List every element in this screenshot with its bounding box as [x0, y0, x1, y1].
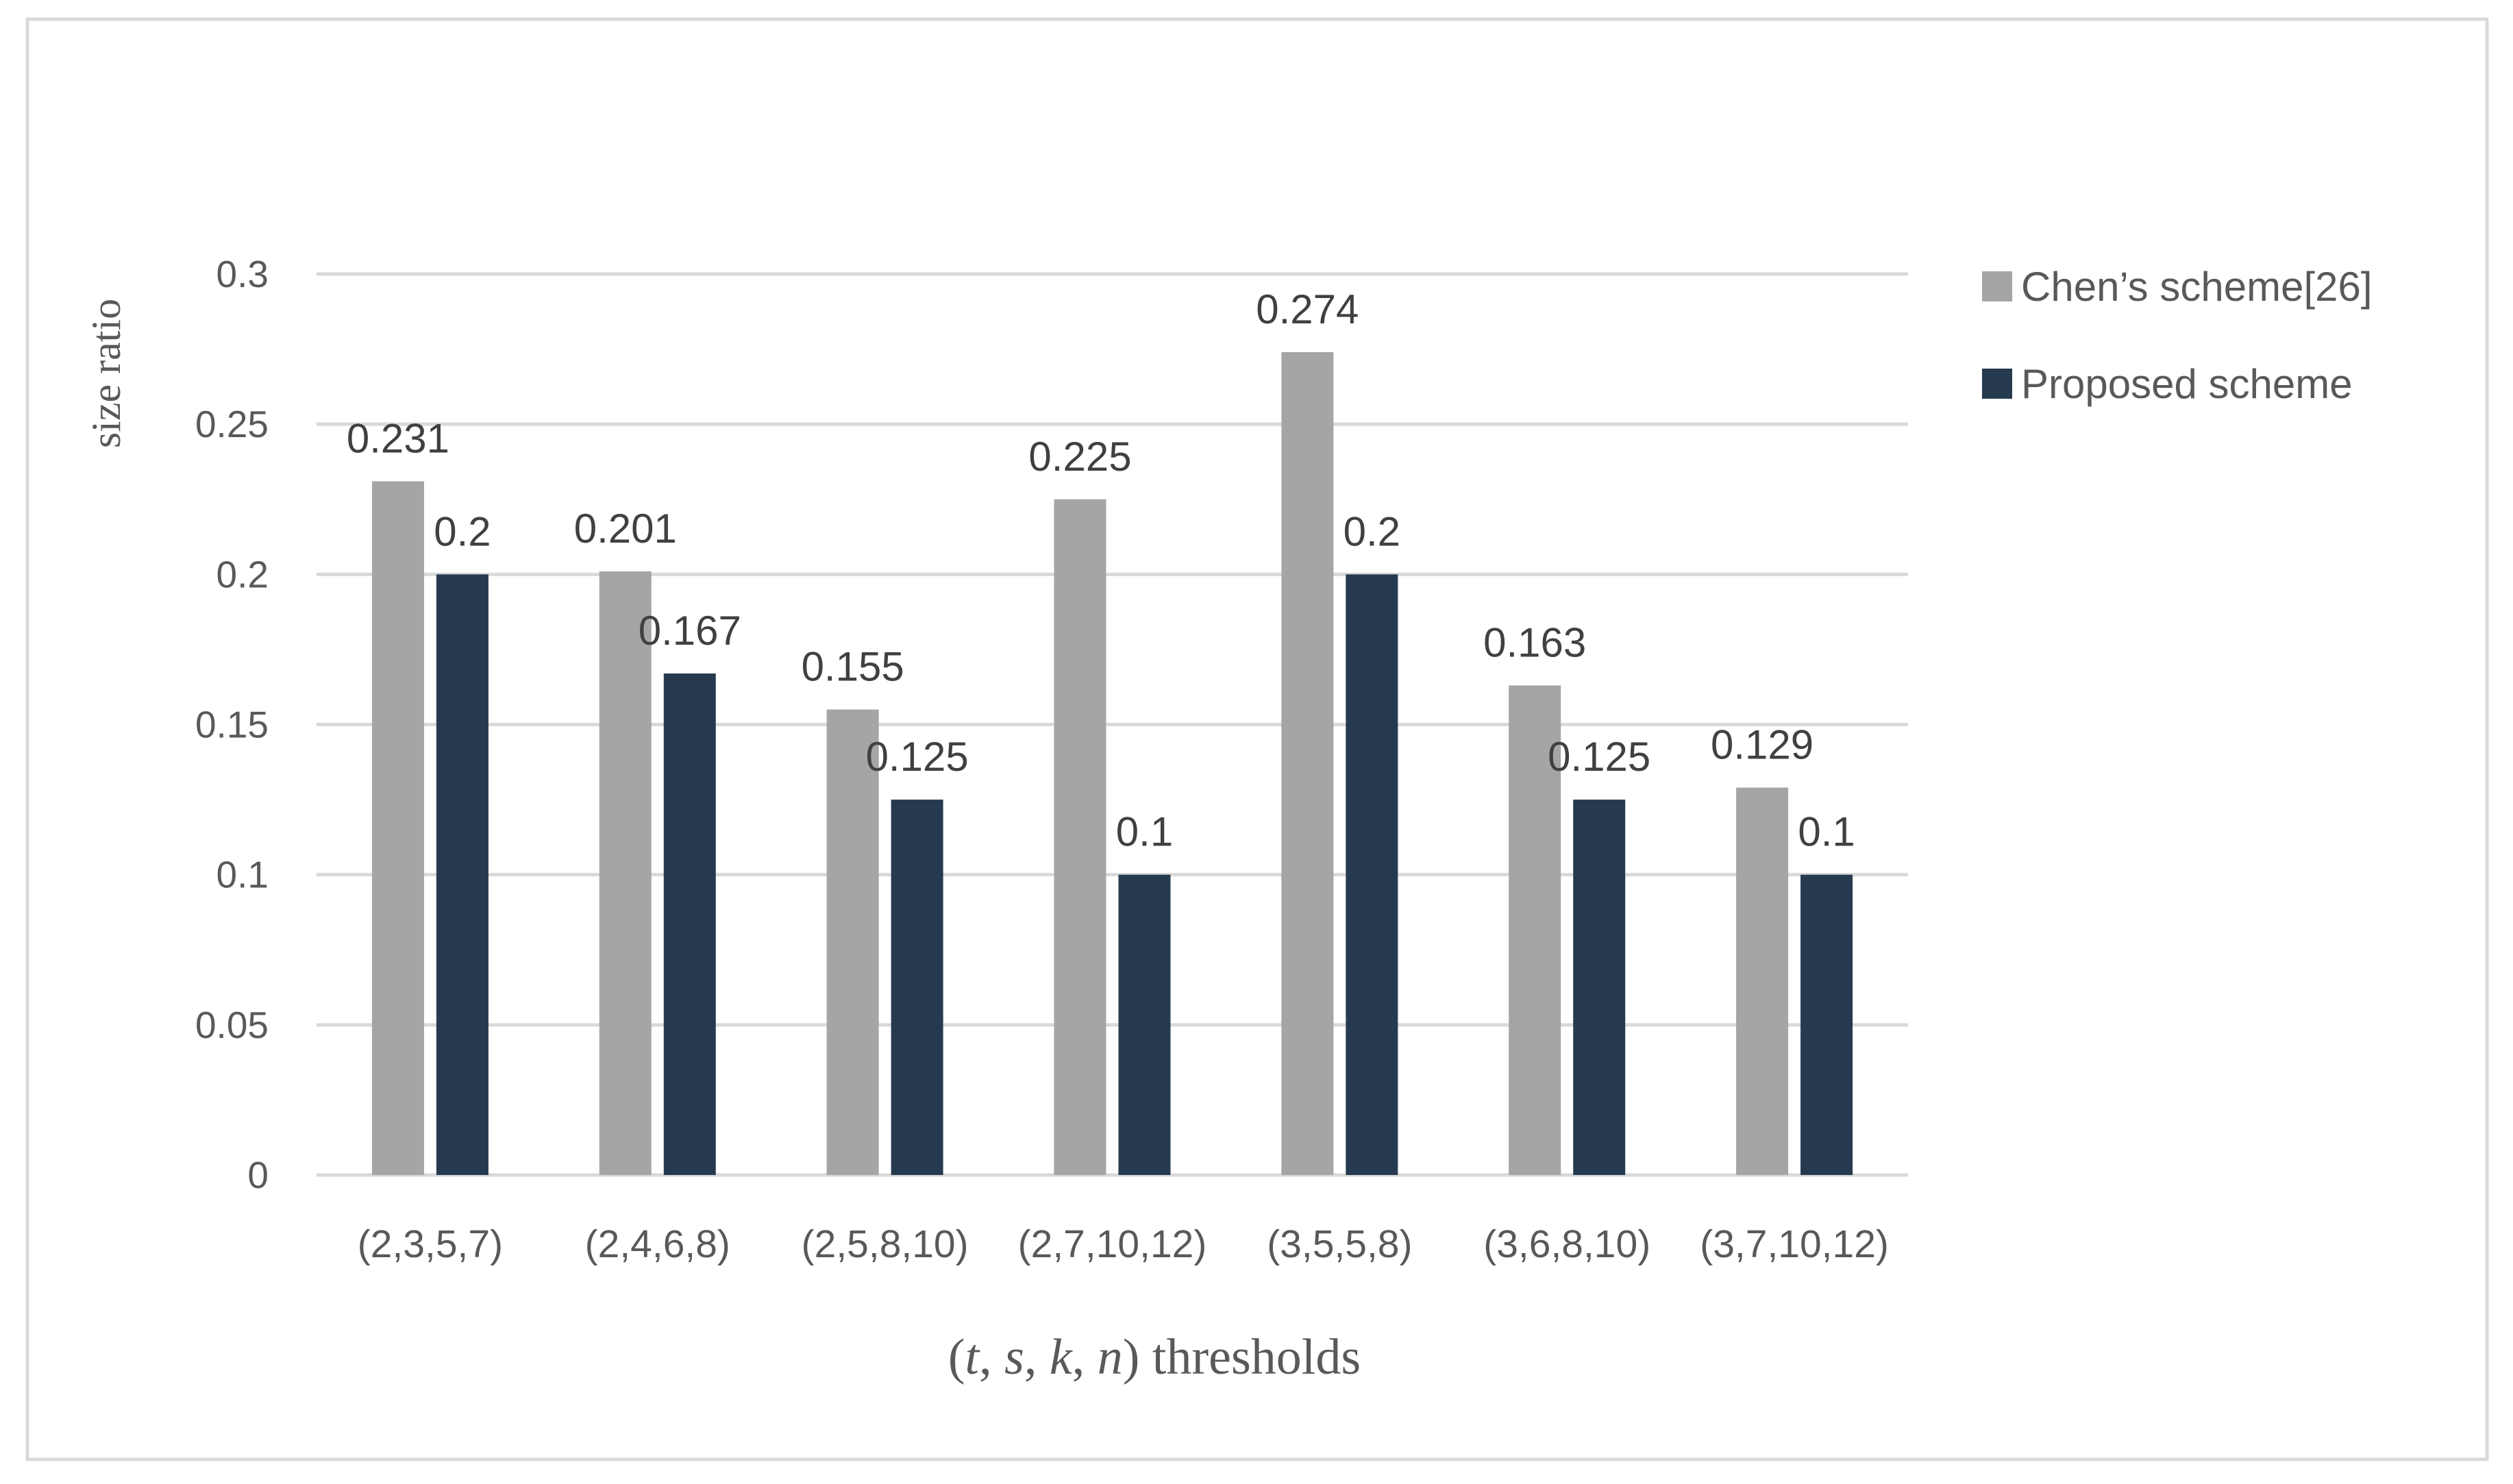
legend-swatch	[1982, 271, 2012, 301]
y-tick-label: 0.25	[195, 403, 269, 445]
data-label: 0.125	[866, 734, 969, 780]
bar-chen-scheme	[1509, 685, 1561, 1175]
x-category-label: (2,3,5,7)	[358, 1222, 503, 1266]
x-category-label: (3,7,10,12)	[1700, 1222, 1889, 1266]
y-axis-title: size ratio	[84, 299, 129, 448]
x-category-label: (3,6,8,10)	[1483, 1222, 1650, 1266]
x-axis-title-part: (	[948, 1329, 965, 1385]
x-axis-title: (t, s, k, n) thresholds	[948, 1329, 1361, 1385]
x-category-label: (2,5,8,10)	[802, 1222, 969, 1266]
data-label: 0.2	[1344, 508, 1400, 554]
data-label: 0.225	[1028, 434, 1131, 480]
data-label: 0.1	[1116, 809, 1173, 855]
bar-proposed-scheme	[1800, 874, 1853, 1175]
data-label: 0.155	[802, 644, 904, 690]
data-labels: 0.231 0.2 0.201 0.167 0.155 0.125 0.225 0.1 0.27…	[347, 286, 1855, 855]
bar-proposed-scheme	[891, 800, 943, 1175]
data-label: 0.231	[347, 415, 449, 461]
data-label: 0.125	[1548, 734, 1650, 780]
bar-chen-scheme	[1736, 787, 1789, 1175]
gridlines	[317, 272, 1908, 1177]
bar-proposed-scheme	[1118, 874, 1171, 1175]
y-tick-label: 0	[247, 1154, 269, 1196]
data-label: 0.2	[434, 508, 491, 554]
bar-proposed-scheme	[1346, 574, 1398, 1175]
y-tick-label: 0.3	[216, 253, 269, 295]
y-tick-label: 0.05	[195, 1004, 269, 1046]
data-label: 0.167	[639, 608, 741, 654]
y-tick-label: 0.1	[216, 854, 269, 896]
bar-proposed-scheme	[663, 673, 716, 1175]
x-axis-title-part: t	[965, 1329, 981, 1385]
bar-chen-scheme	[1281, 351, 1334, 1175]
y-tick-label: 0.2	[216, 553, 269, 595]
legend-label: Proposed scheme	[2021, 361, 2353, 407]
y-axis-ticks: 0 0.05 0.1 0.15 0.2 0.25 0.3	[195, 253, 269, 1196]
x-category-label: (3,5,5,8)	[1267, 1222, 1412, 1266]
bar-proposed-scheme	[1573, 800, 1626, 1175]
data-label: 0.163	[1483, 620, 1586, 666]
x-category-label: (2,7,10,12)	[1018, 1222, 1207, 1266]
legend-label: Chen’s scheme[26]	[2021, 264, 2373, 310]
bar-chen-scheme	[371, 481, 424, 1175]
data-label: 0.1	[1798, 809, 1855, 855]
x-axis-title-part: ,	[979, 1329, 1004, 1385]
x-axis-title-part: ,	[1024, 1329, 1050, 1385]
y-tick-label: 0.15	[195, 704, 269, 746]
legend-swatch	[1982, 369, 2012, 399]
x-category-label: (2,4,6,8)	[585, 1222, 730, 1266]
x-axis-title-part: k	[1050, 1329, 1073, 1385]
x-axis-categories: (2,3,5,7) (2,4,6,8) (2,5,8,10) (2,7,10,12) (…	[358, 1222, 1889, 1266]
data-label: 0.201	[574, 506, 677, 552]
data-label: 0.129	[1711, 722, 1813, 768]
x-axis-title-part: s	[1004, 1329, 1024, 1385]
bar-chen-scheme	[1054, 499, 1106, 1175]
bar-proposed-scheme	[436, 574, 488, 1175]
legend: Chen’s scheme[26] Proposed scheme	[1982, 264, 2373, 407]
x-axis-title-part: n	[1098, 1329, 1123, 1385]
bar-chen-scheme	[599, 571, 652, 1175]
data-label: 0.274	[1256, 286, 1359, 332]
x-axis-title-part: ) thresholds	[1123, 1329, 1361, 1385]
bar-chen-scheme	[826, 709, 879, 1175]
bars	[371, 351, 1853, 1175]
x-axis-title-part: ,	[1072, 1329, 1098, 1385]
